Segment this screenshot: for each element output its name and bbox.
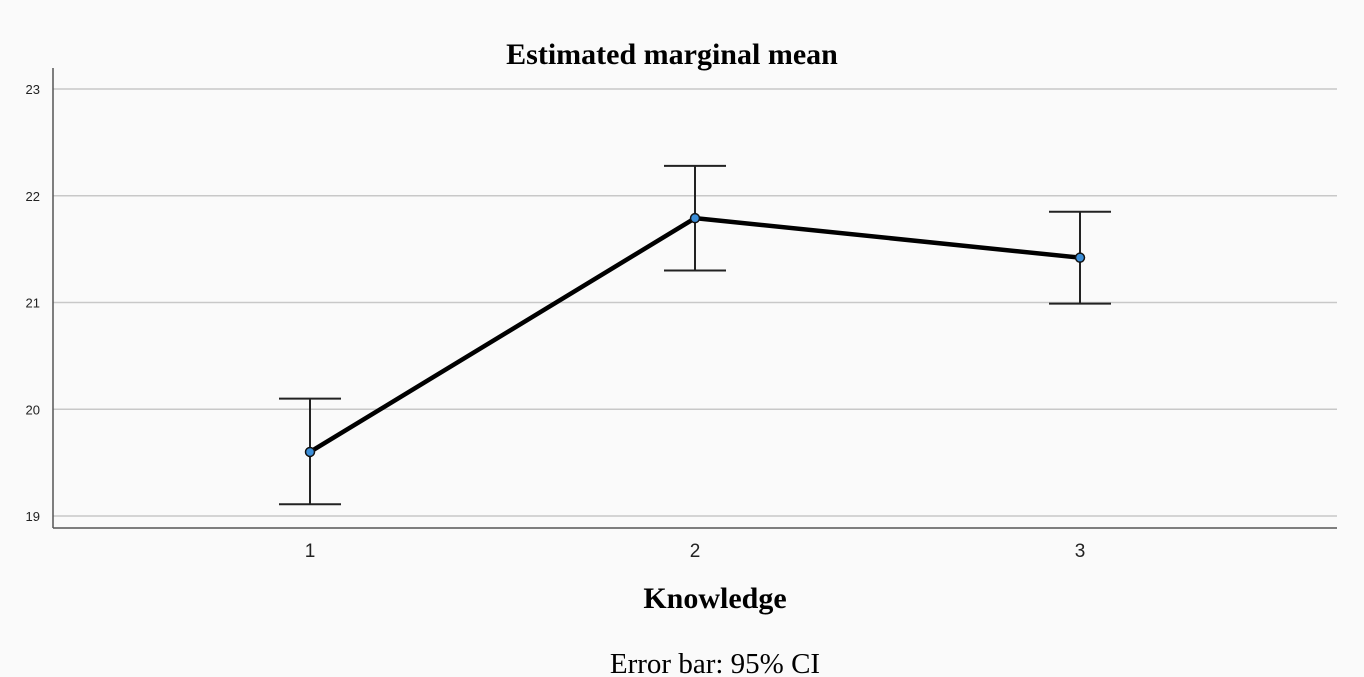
x-tick-labels: 1 2 3 <box>305 541 1086 562</box>
data-point <box>304 446 316 458</box>
markers <box>304 212 1086 458</box>
x-tick-label: 1 <box>305 541 316 562</box>
y-tick-label: 23 <box>26 82 40 97</box>
y-tick-label: 20 <box>26 402 40 417</box>
data-point <box>689 212 701 224</box>
x-axis-label: Knowledge <box>643 582 786 615</box>
error-bar-note: Error bar: 95% CI <box>610 648 820 677</box>
y-tick-labels: 19 20 21 22 23 <box>26 82 40 524</box>
data-point <box>1074 252 1086 263</box>
x-tick-label: 3 <box>1075 541 1086 562</box>
y-tick-label: 21 <box>26 296 40 311</box>
axis-layer <box>52 68 1337 529</box>
chart-title: Estimated marginal mean <box>506 38 838 71</box>
y-tick-label: 22 <box>26 189 40 204</box>
grid-layer <box>53 88 1337 517</box>
y-tick-label: 19 <box>26 509 40 524</box>
x-tick-label: 2 <box>690 541 701 562</box>
